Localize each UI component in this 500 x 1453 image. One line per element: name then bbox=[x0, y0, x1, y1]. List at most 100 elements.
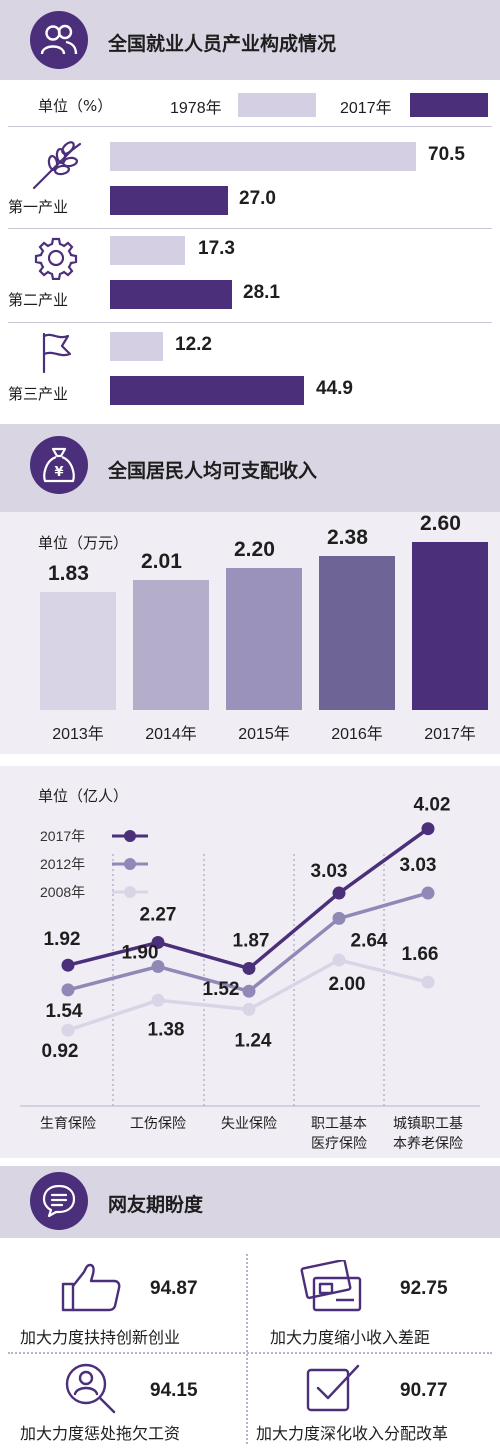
money-bag-icon: ¥ bbox=[30, 436, 88, 494]
thumbs-up-icon bbox=[61, 1263, 121, 1312]
value-1978-tertiary: 12.2 bbox=[175, 334, 212, 355]
value-2017-secondary: 28.1 bbox=[243, 282, 280, 303]
data-point bbox=[61, 983, 75, 997]
income-bar bbox=[133, 580, 209, 710]
card-divider-vertical bbox=[246, 1254, 248, 1444]
item-3-value: 94.15 bbox=[150, 1380, 198, 1401]
income-bar bbox=[226, 568, 302, 710]
value-label: 1.87 bbox=[233, 930, 270, 951]
data-point bbox=[151, 935, 165, 949]
data-point bbox=[61, 1023, 75, 1037]
flag-icon bbox=[42, 332, 72, 374]
data-point bbox=[421, 886, 435, 900]
income-bar-chart: 1.83 2013年 2.01 2014年 2.20 2015年 2.38 2016年 2.60… bbox=[0, 512, 500, 754]
value-label: 1.24 bbox=[235, 1030, 272, 1051]
section1-unit: 单位（%） bbox=[38, 97, 113, 115]
section2-title: 全国居民人均可支配收入 bbox=[108, 460, 318, 482]
chat-icon bbox=[30, 1172, 88, 1230]
data-point bbox=[242, 1002, 256, 1016]
value-label: 2.27 bbox=[140, 904, 177, 925]
value-label: 1.92 bbox=[44, 929, 81, 950]
item-4-value: 90.77 bbox=[400, 1380, 448, 1401]
people-icon bbox=[30, 11, 88, 69]
value-label: 3.03 bbox=[311, 861, 348, 882]
checkbox-icon bbox=[306, 1364, 360, 1412]
gear-icon bbox=[34, 237, 78, 280]
svg-text:¥: ¥ bbox=[54, 465, 63, 480]
data-point bbox=[332, 911, 346, 925]
bar-2017-tertiary bbox=[110, 376, 304, 405]
legend-label: 2017年 bbox=[40, 828, 85, 844]
data-point bbox=[151, 960, 165, 973]
income-bar bbox=[319, 556, 395, 710]
value-label: 3.03 bbox=[400, 855, 437, 876]
category-label: 医疗保险 bbox=[311, 1136, 367, 1152]
card-icon bbox=[300, 1260, 362, 1312]
value-label: 2.00 bbox=[329, 974, 366, 995]
category-label: 职工基本 bbox=[311, 1115, 367, 1132]
data-point bbox=[421, 975, 435, 989]
legend-label: 2008年 bbox=[40, 884, 85, 900]
card-divider-horizontal bbox=[8, 1352, 492, 1354]
income-year-label: 2014年 bbox=[145, 726, 197, 743]
value-2017-tertiary: 44.9 bbox=[316, 378, 353, 399]
value-1978-primary: 70.5 bbox=[428, 144, 465, 165]
bar-1978-primary bbox=[110, 142, 416, 171]
income-year-label: 2017年 bbox=[424, 726, 476, 743]
legend-marker bbox=[124, 858, 136, 870]
industry-2-label: 第二产业 bbox=[8, 291, 69, 309]
income-bar bbox=[412, 542, 488, 710]
item-1-value: 94.87 bbox=[150, 1278, 198, 1299]
legend-marker bbox=[124, 830, 136, 842]
value-label: 4.02 bbox=[414, 795, 451, 816]
income-value-label: 1.83 bbox=[48, 562, 89, 585]
value-label: 1.90 bbox=[122, 943, 159, 964]
divider bbox=[8, 126, 492, 127]
data-point bbox=[151, 993, 165, 1007]
section1-title: 全国就业人员产业构成情况 bbox=[108, 33, 337, 55]
item-4-label: 加大力度深化收入分配改革 bbox=[256, 1424, 449, 1443]
income-year-label: 2015年 bbox=[238, 726, 290, 743]
income-value-label: 2.20 bbox=[234, 538, 275, 561]
data-point bbox=[332, 886, 346, 900]
item-2-label: 加大力度缩小收入差距 bbox=[270, 1328, 431, 1347]
legend-1978-swatch bbox=[238, 93, 316, 117]
divider bbox=[8, 322, 492, 323]
income-value-label: 2.60 bbox=[420, 512, 461, 535]
legend-1978-label: 1978年 bbox=[170, 100, 222, 117]
insurance-line-chart: 2017年 2012年 2008年 1.92 2.27 1.87 3.03 4.02 1.54 1… bbox=[20, 795, 480, 1152]
value-1978-secondary: 17.3 bbox=[198, 238, 235, 259]
value-label: 1.38 bbox=[148, 1019, 185, 1040]
section2-unit: 单位（万元） bbox=[38, 534, 129, 552]
divider bbox=[8, 228, 492, 229]
item-2-value: 92.75 bbox=[400, 1278, 448, 1299]
magnifier-person-icon bbox=[65, 1363, 116, 1414]
category-label: 失业保险 bbox=[221, 1116, 277, 1132]
data-point bbox=[332, 953, 346, 967]
section3-unit: 单位（亿人） bbox=[38, 787, 129, 805]
value-label: 0.92 bbox=[42, 1041, 79, 1062]
legend-label: 2012年 bbox=[40, 856, 85, 872]
category-label: 生育保险 bbox=[40, 1116, 96, 1132]
wheat-icon bbox=[32, 141, 82, 190]
value-label: 1.54 bbox=[46, 1001, 83, 1022]
data-point bbox=[61, 958, 75, 972]
item-1-label: 加大力度扶持创新创业 bbox=[20, 1328, 181, 1347]
legend-2017-label: 2017年 bbox=[340, 100, 392, 117]
industry-3-label: 第三产业 bbox=[8, 385, 69, 403]
industry-1-label: 第一产业 bbox=[8, 198, 69, 216]
bar-1978-secondary bbox=[110, 236, 185, 265]
bar-2017-secondary bbox=[110, 280, 232, 309]
income-value-label: 2.38 bbox=[327, 526, 368, 549]
data-point bbox=[242, 984, 256, 998]
section4-title: 网友期盼度 bbox=[108, 1194, 204, 1216]
income-year-label: 2016年 bbox=[331, 726, 383, 743]
income-value-label: 2.01 bbox=[141, 550, 182, 573]
legend-marker bbox=[124, 886, 136, 898]
data-point bbox=[421, 822, 435, 836]
bar-1978-tertiary bbox=[110, 332, 163, 361]
data-point bbox=[242, 961, 256, 975]
item-3-label: 加大力度惩处拖欠工资 bbox=[20, 1424, 181, 1443]
category-label: 城镇职工基 bbox=[393, 1115, 463, 1132]
value-label: 2.64 bbox=[351, 930, 388, 951]
